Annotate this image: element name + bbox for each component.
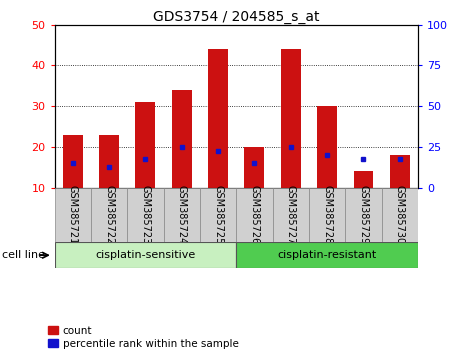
Text: cisplatin-sensitive: cisplatin-sensitive (95, 250, 196, 260)
Text: cisplatin-resistant: cisplatin-resistant (277, 250, 377, 260)
Bar (309, 188, 345, 242)
Bar (163, 188, 200, 242)
Text: cell line: cell line (2, 250, 46, 260)
Bar (200, 188, 237, 242)
Bar (353, 171, 373, 188)
Bar (99, 135, 119, 188)
Bar (127, 188, 163, 242)
Text: GSM385729: GSM385729 (359, 185, 369, 245)
Text: GSM385726: GSM385726 (249, 185, 259, 245)
Bar (390, 155, 410, 188)
Bar (317, 106, 337, 188)
Text: GSM385722: GSM385722 (104, 185, 114, 245)
Bar (55, 242, 237, 268)
Bar (237, 242, 418, 268)
Text: GSM385723: GSM385723 (141, 185, 151, 245)
Bar (237, 188, 273, 242)
Bar (135, 102, 155, 188)
Bar (345, 188, 381, 242)
Text: GSM385728: GSM385728 (322, 185, 332, 245)
Bar (63, 135, 83, 188)
Text: GSM385725: GSM385725 (213, 185, 223, 245)
Text: GSM385730: GSM385730 (395, 185, 405, 245)
Text: GSM385724: GSM385724 (177, 185, 187, 245)
Bar (281, 49, 301, 188)
Bar (381, 188, 418, 242)
Text: GSM385721: GSM385721 (68, 185, 78, 245)
Title: GDS3754 / 204585_s_at: GDS3754 / 204585_s_at (153, 10, 320, 24)
Bar (245, 147, 265, 188)
Bar (91, 188, 127, 242)
Bar (172, 90, 192, 188)
Text: GSM385727: GSM385727 (286, 185, 296, 245)
Bar (208, 49, 228, 188)
Bar (273, 188, 309, 242)
Legend: count, percentile rank within the sample: count, percentile rank within the sample (48, 326, 238, 349)
Bar (55, 188, 91, 242)
